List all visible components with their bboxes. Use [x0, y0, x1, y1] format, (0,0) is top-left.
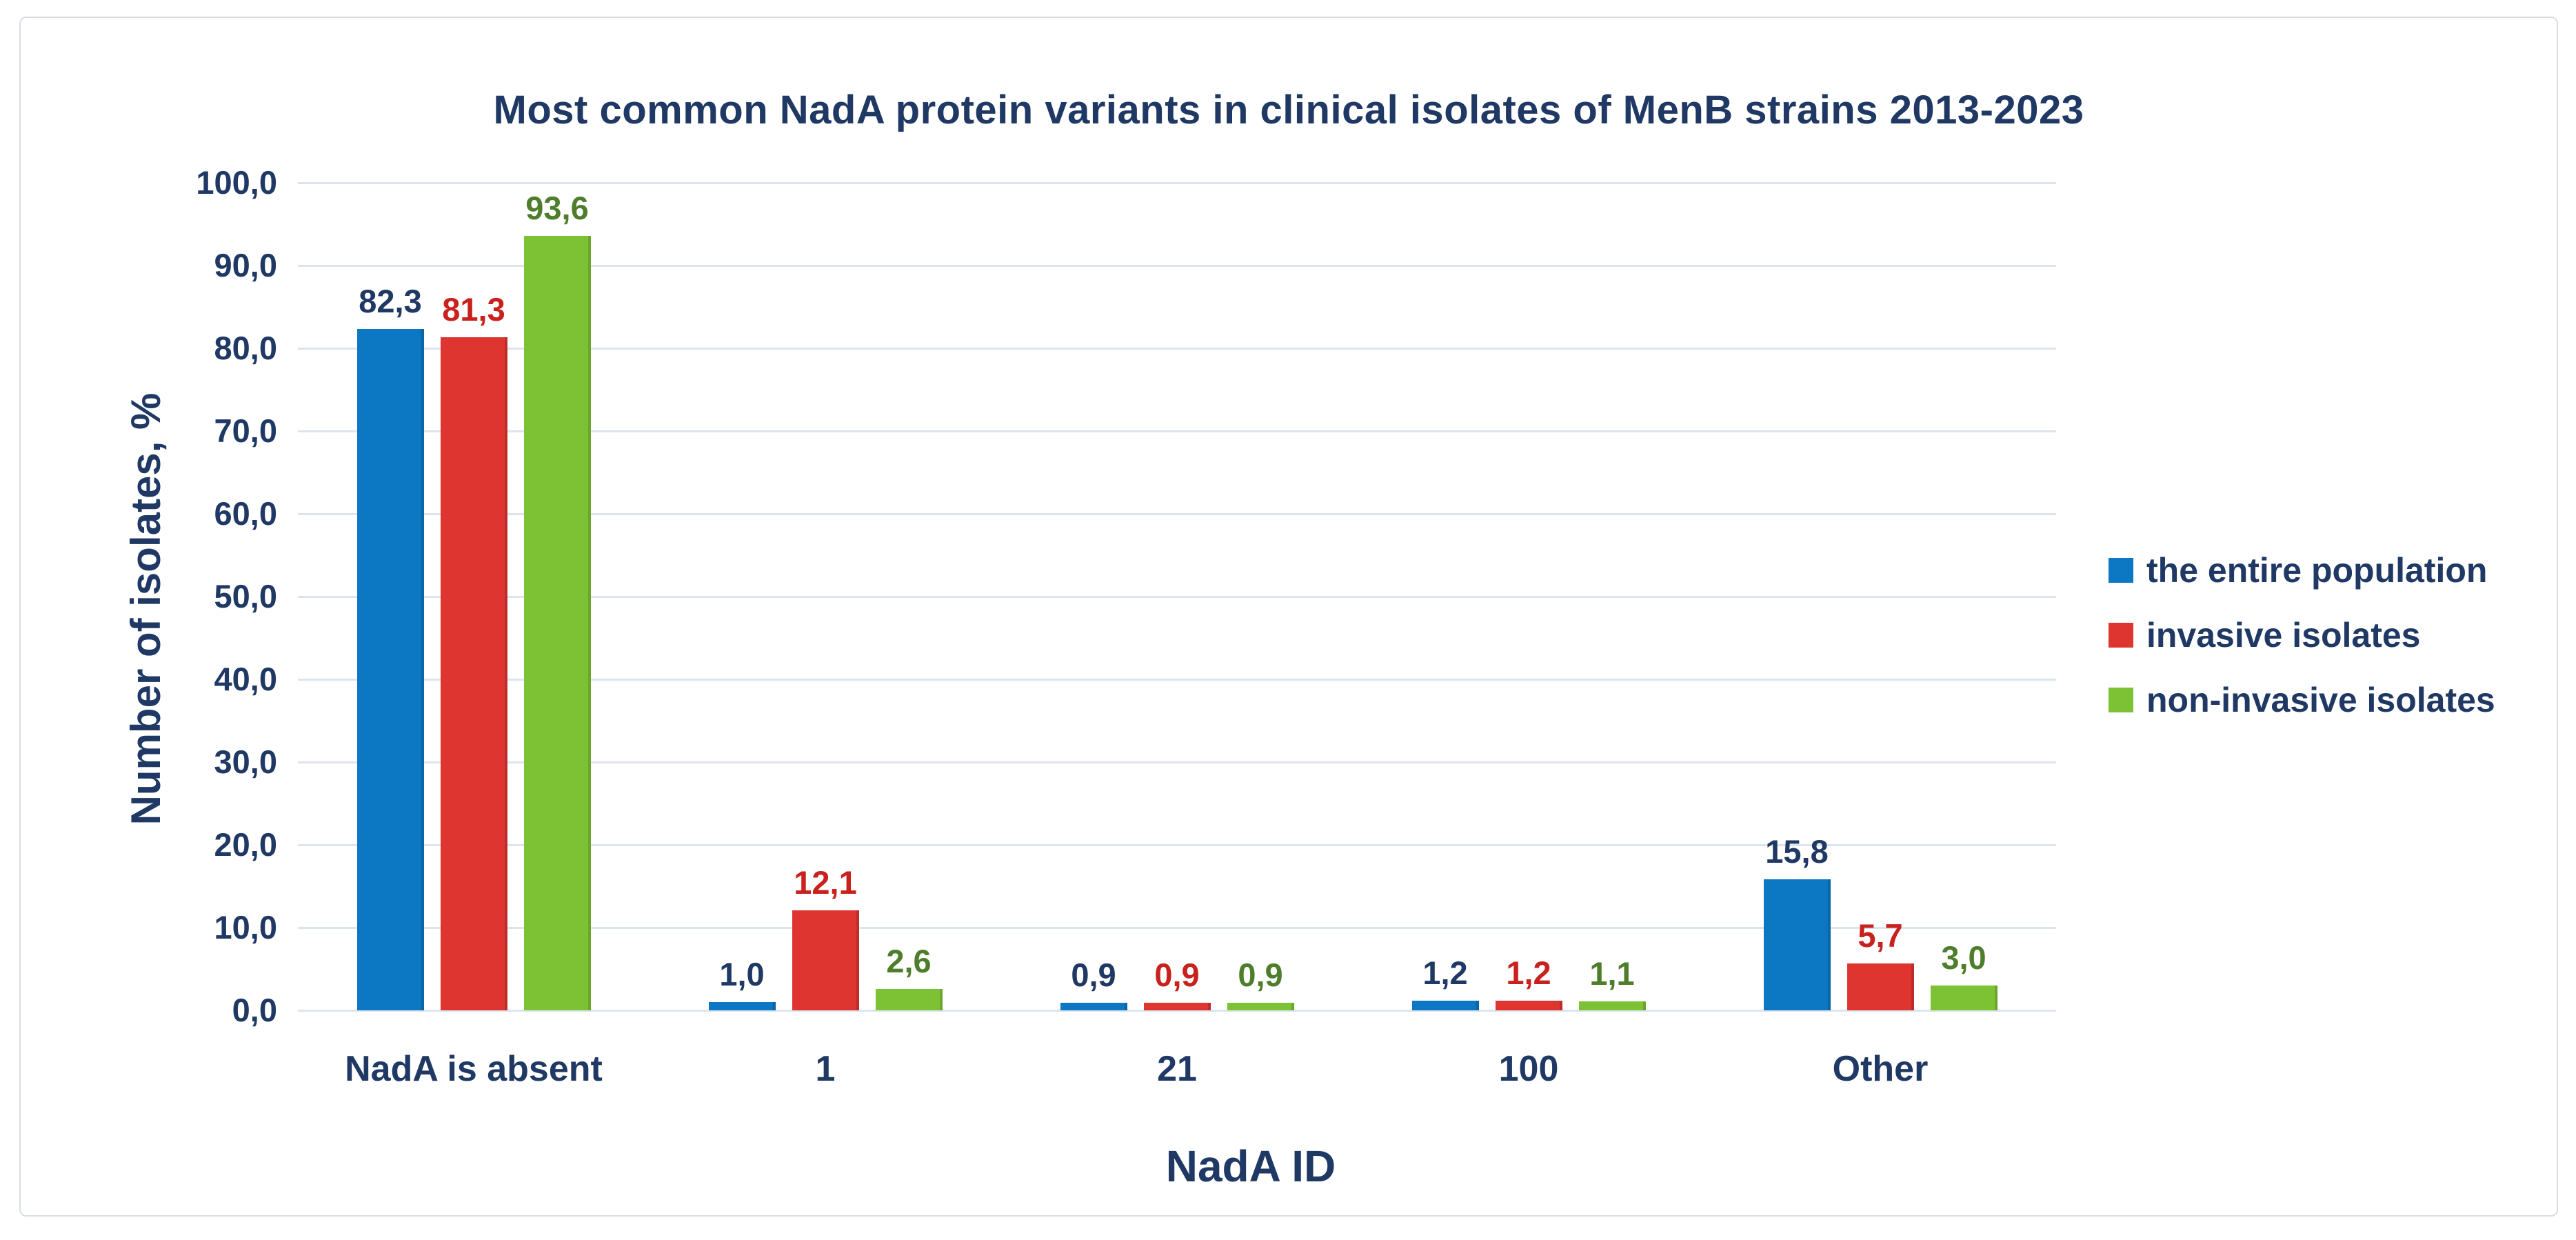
x-axis-title: NadA ID: [1165, 1141, 1336, 1191]
bar-value-label: 93,6: [525, 190, 589, 226]
bar-value-label: 2,6: [886, 943, 932, 979]
legend-swatch: [2109, 558, 2133, 583]
legend-item: the entire population: [2109, 550, 2550, 591]
y-tick-label: 30,0: [214, 743, 277, 780]
plot-area: 100,0 90,0 80,0 70,0 60,0 50,0 40,0 30,0 20,0 10,…: [21, 18, 2557, 1215]
x-category-label: 1: [815, 1049, 836, 1089]
bar: [1411, 1001, 1479, 1010]
bar-value-label: 81,3: [442, 291, 505, 328]
gridline: [298, 679, 2056, 681]
legend-item: invasive isolates: [2109, 614, 2550, 656]
y-tick-label: 100,0: [196, 164, 277, 201]
y-tick-label: 70,0: [214, 412, 277, 449]
chart-card: Most common NadA protein variants in cli…: [19, 17, 2558, 1217]
bar-value-label: 3,0: [1941, 939, 1986, 976]
x-category-label: NadA is absent: [345, 1049, 603, 1089]
legend-label: non-invasive isolates: [2146, 681, 2495, 719]
gridline: [298, 430, 2056, 432]
bar-value-label: 1,2: [1506, 954, 1551, 991]
y-tick-label: 0,0: [232, 992, 277, 1028]
legend: the entire population invasive isolates no…: [21, 18, 2557, 1215]
gridline: [298, 348, 2056, 350]
y-tick-label: 80,0: [214, 330, 277, 366]
gridline: [298, 596, 2056, 598]
bar: [1847, 963, 1914, 1010]
bar-value-label: 5,7: [1858, 917, 1903, 954]
legend-label: the entire population: [2146, 551, 2488, 590]
gridline: [298, 1010, 2056, 1012]
bar: [1930, 986, 1998, 1010]
y-tick-label: 10,0: [214, 909, 277, 946]
bar-value-label: 1,0: [719, 956, 765, 992]
bar: [1143, 1003, 1211, 1010]
bar: [875, 989, 943, 1010]
y-tick-label: 50,0: [214, 578, 277, 614]
bar-value-label: 0,9: [1154, 957, 1200, 993]
x-category-label: 21: [1157, 1049, 1197, 1089]
bar: [523, 236, 591, 1010]
y-tick-label: 90,0: [214, 247, 277, 283]
bar: [792, 910, 859, 1010]
bar: [708, 1002, 776, 1010]
legend-swatch: [2109, 623, 2133, 648]
bar: [1227, 1003, 1294, 1010]
bar-value-label: 15,8: [1765, 833, 1829, 870]
bar-value-label: 12,1: [794, 864, 857, 901]
gridline: [298, 844, 2056, 846]
chart-title: Most common NadA protein variants in cli…: [493, 88, 2084, 132]
bar: [1495, 1001, 1562, 1010]
bar-value-label: 0,9: [1071, 957, 1116, 993]
x-category-label: 100: [1498, 1049, 1559, 1089]
bar: [440, 337, 507, 1010]
bar: [356, 329, 424, 1010]
y-tick-label: 20,0: [214, 826, 277, 863]
x-category-label: Other: [1832, 1049, 1929, 1089]
bar: [1060, 1003, 1127, 1010]
y-tick-label: 60,0: [214, 495, 277, 532]
bar-value-label: 1,2: [1422, 954, 1468, 991]
gridline: [298, 761, 2056, 763]
bar-value-label: 0,9: [1238, 957, 1283, 993]
bar: [1763, 879, 1831, 1010]
bar: [1578, 1001, 1646, 1010]
legend-label: invasive isolates: [2146, 616, 2421, 654]
gridline: [298, 513, 2056, 515]
gridline: [298, 927, 2056, 929]
legend-swatch: [2109, 688, 2133, 712]
bar-value-label: 1,1: [1589, 955, 1635, 992]
legend-item: non-invasive isolates: [2109, 679, 2550, 721]
bar-value-label: 82,3: [359, 283, 422, 319]
gridline: [298, 182, 2056, 184]
gridline: [298, 265, 2056, 267]
y-tick-label: 40,0: [214, 661, 277, 697]
